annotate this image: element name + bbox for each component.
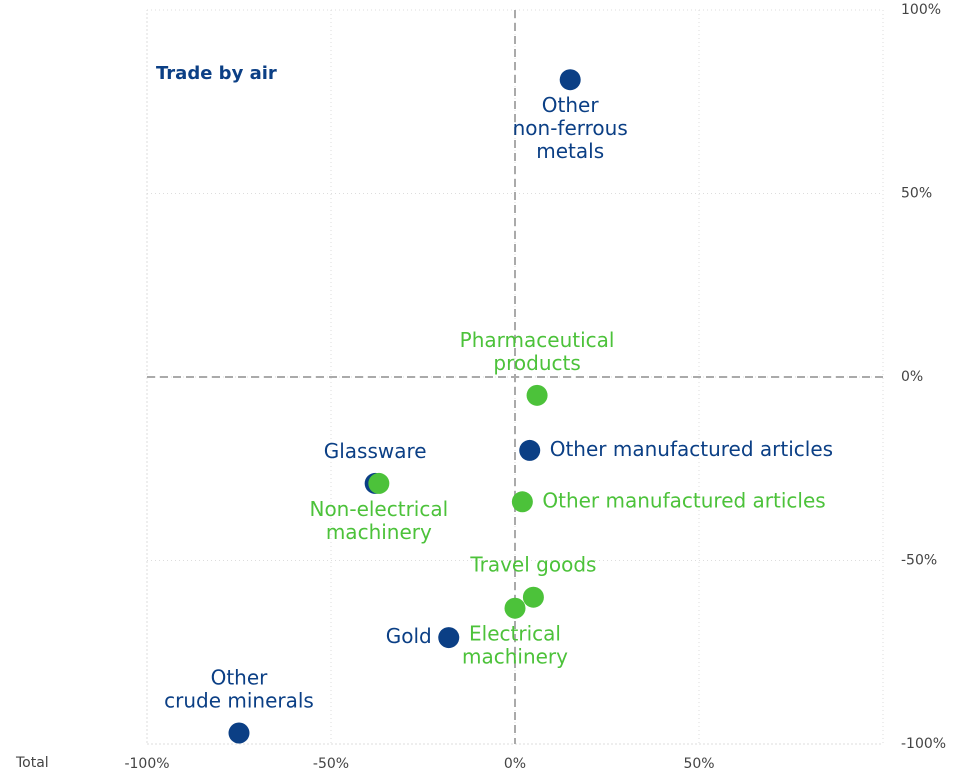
- point-label: Other: [211, 665, 269, 689]
- y-tick-label: -50%: [901, 553, 937, 569]
- point-label: Non-electrical: [309, 497, 448, 521]
- point: [559, 69, 581, 91]
- point-label: machinery: [326, 520, 432, 544]
- point: [519, 439, 541, 461]
- x-tick-label: 0%: [504, 756, 526, 772]
- point: [511, 491, 533, 513]
- point: [504, 597, 526, 619]
- footer-label: Total: [15, 755, 49, 771]
- point: [438, 627, 460, 649]
- point-label: crude minerals: [164, 688, 314, 712]
- point-label: Electrical: [469, 622, 561, 646]
- point-label: Gold: [386, 624, 432, 648]
- point: [368, 472, 390, 494]
- x-tick-label: -100%: [124, 756, 169, 772]
- point-label: Pharmaceutical: [460, 328, 615, 352]
- point-label: Other: [542, 93, 600, 117]
- y-tick-label: 50%: [901, 186, 932, 202]
- point: [526, 384, 548, 406]
- point: [522, 586, 544, 608]
- chart-title: Trade by air: [156, 63, 277, 84]
- point-label: products: [493, 351, 580, 375]
- y-tick-label: 100%: [901, 2, 941, 18]
- x-tick-label: 50%: [683, 756, 714, 772]
- x-tick-label: -50%: [313, 756, 349, 772]
- point: [228, 722, 250, 744]
- y-tick-label: 0%: [901, 369, 923, 385]
- point-label: non-ferrous: [513, 116, 628, 140]
- point-label: Other manufactured articles: [542, 488, 825, 512]
- point-label: Glassware: [324, 439, 427, 463]
- point-label: metals: [536, 139, 604, 163]
- y-tick-label: -100%: [901, 736, 946, 752]
- point-label: Other manufactured articles: [550, 437, 833, 461]
- point-label: machinery: [462, 645, 568, 669]
- point-label: Travel goods: [469, 553, 596, 577]
